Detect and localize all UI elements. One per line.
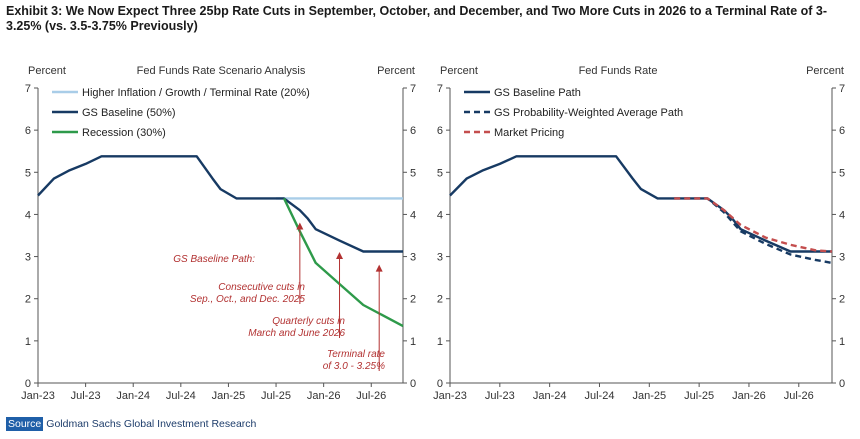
- y-tick-label-left: 0: [437, 378, 443, 390]
- annotation-arrowhead: [296, 222, 304, 230]
- y-tick-label-right: 3: [839, 252, 845, 264]
- legend-label: Market Pricing: [494, 127, 564, 139]
- y-tick-label-left: 3: [25, 252, 31, 264]
- legend-label: Higher Inflation / Growth / Terminal Rat…: [82, 87, 310, 99]
- x-tick-label: Jul-24: [166, 390, 196, 402]
- series-line-2: [37, 155, 403, 253]
- y-tick-label-left: 4: [25, 209, 31, 221]
- y-axis-label-right: Percent: [806, 65, 844, 77]
- x-tick-label: Jan-26: [307, 390, 341, 402]
- y-tick-label-left: 1: [437, 336, 443, 348]
- x-tick-label: Jan-24: [533, 390, 567, 402]
- annotation-text: Sep., Oct., and Dec. 2025: [190, 294, 306, 305]
- y-tick-label-right: 0: [839, 378, 845, 390]
- y-tick-label-left: 5: [25, 167, 31, 179]
- x-tick-label: Jan-25: [632, 390, 666, 402]
- x-tick-label: Jul-24: [584, 390, 614, 402]
- legend-label: Recession (30%): [82, 127, 166, 139]
- y-tick-label-left: 0: [25, 378, 31, 390]
- y-tick-label-right: 0: [410, 378, 416, 390]
- y-tick-label-right: 2: [410, 294, 416, 306]
- x-tick-label: Jul-23: [485, 390, 515, 402]
- y-tick-label-right: 4: [839, 209, 845, 221]
- source-label: Source: [6, 417, 44, 431]
- y-tick-label-right: 2: [839, 294, 845, 306]
- y-tick-label-right: 4: [410, 209, 416, 221]
- panel-title: Fed Funds Rate Scenario Analysis: [137, 65, 306, 77]
- y-tick-label-right: 6: [839, 125, 845, 137]
- y-tick-label-right: 1: [410, 336, 416, 348]
- annotation-text: Consecutive cuts in: [218, 282, 305, 293]
- source-text: Goldman Sachs Global Investment Research: [46, 418, 257, 430]
- x-tick-label: Jan-25: [212, 390, 246, 402]
- y-tick-label-left: 5: [437, 167, 443, 179]
- x-tick-label: Jan-26: [732, 390, 766, 402]
- legend-label: GS Probability-Weighted Average Path: [494, 107, 683, 119]
- y-axis-label-right: Percent: [377, 65, 415, 77]
- y-tick-label-right: 7: [839, 83, 845, 95]
- annotation-text: March and June 2026: [248, 328, 345, 339]
- y-tick-label-right: 5: [410, 167, 416, 179]
- x-tick-label: Jan-23: [21, 390, 55, 402]
- annotation-text: of 3.0 - 3.25%: [323, 361, 385, 372]
- x-tick-label: Jan-23: [433, 390, 467, 402]
- panel-title: Fed Funds Rate: [579, 65, 658, 77]
- y-tick-label-left: 4: [437, 209, 443, 221]
- chart-title: Exhibit 3: We Now Expect Three 25bp Rate…: [6, 4, 828, 33]
- legend-label: GS Baseline (50%): [82, 107, 176, 119]
- y-tick-label-left: 6: [25, 125, 31, 137]
- series-line-3: [674, 197, 833, 253]
- y-tick-label-left: 6: [437, 125, 443, 137]
- x-tick-label: Jul-23: [71, 390, 101, 402]
- x-tick-label: Jul-26: [784, 390, 814, 402]
- series-line-1: [449, 155, 832, 253]
- annotation-text: Terminal rate: [327, 349, 385, 360]
- series-line-2: [674, 197, 833, 265]
- y-tick-label-left: 1: [25, 336, 31, 348]
- y-tick-label-left: 2: [437, 294, 443, 306]
- x-tick-label: Jan-24: [116, 390, 150, 402]
- annotation-arrowhead: [336, 252, 344, 260]
- y-tick-label-right: 5: [839, 167, 845, 179]
- x-tick-label: Jul-26: [356, 390, 386, 402]
- annotation-arrowhead: [375, 264, 383, 272]
- left-panel: 0 0 1 1 2 2 3 3 4 4 5 5 6 6 7 7 Jan-23 Jul-23 Jan-24 Jul-24…: [21, 65, 416, 402]
- y-tick-label-right: 3: [410, 252, 416, 264]
- y-tick-label-right: 1: [839, 336, 845, 348]
- annotation-text: GS Baseline Path:: [173, 254, 255, 265]
- y-tick-label-right: 7: [410, 83, 416, 95]
- y-tick-label-left: 3: [437, 252, 443, 264]
- x-tick-label: Jul-25: [261, 390, 291, 402]
- source-note: Source Goldman Sachs Global Investment Re…: [6, 417, 257, 431]
- annotation-text: Quarterly cuts in: [272, 316, 345, 327]
- y-tick-label-left: 7: [437, 83, 443, 95]
- y-axis-label-left: Percent: [28, 65, 66, 77]
- y-tick-label-right: 6: [410, 125, 416, 137]
- y-axis-label-left: Percent: [440, 65, 478, 77]
- right-panel: 0 0 1 1 2 2 3 3 4 4 5 5 6 6 7 7 Jan-23 Jul-23 Jan-24 Jul-24…: [433, 65, 845, 402]
- y-tick-label-left: 2: [25, 294, 31, 306]
- legend-label: GS Baseline Path: [494, 87, 581, 99]
- x-tick-label: Jul-25: [684, 390, 714, 402]
- series-line-3: [282, 197, 404, 328]
- y-tick-label-left: 7: [25, 83, 31, 95]
